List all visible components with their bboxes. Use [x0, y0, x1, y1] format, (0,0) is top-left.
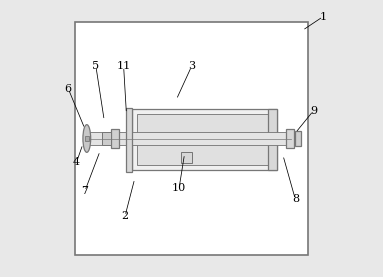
Text: 11: 11	[116, 61, 131, 71]
Bar	[295, 131, 301, 146]
Bar	[111, 130, 119, 147]
Text: 2: 2	[121, 211, 129, 221]
Text: 6: 6	[65, 84, 72, 94]
Bar	[85, 136, 89, 141]
Bar	[126, 108, 133, 172]
Bar	[268, 109, 277, 170]
Bar	[75, 22, 308, 255]
Bar	[102, 132, 111, 145]
Text: 9: 9	[310, 106, 317, 116]
Text: 1: 1	[319, 12, 327, 22]
Text: 3: 3	[188, 61, 195, 71]
Text: 7: 7	[81, 186, 88, 196]
Text: 4: 4	[73, 157, 80, 167]
Text: 5: 5	[92, 61, 100, 71]
Bar	[137, 114, 277, 165]
Text: 10: 10	[172, 183, 186, 193]
Bar	[181, 152, 192, 163]
Ellipse shape	[83, 125, 91, 152]
Bar	[89, 132, 291, 145]
Bar	[286, 130, 294, 147]
Text: 8: 8	[292, 194, 299, 204]
Bar	[132, 109, 277, 170]
